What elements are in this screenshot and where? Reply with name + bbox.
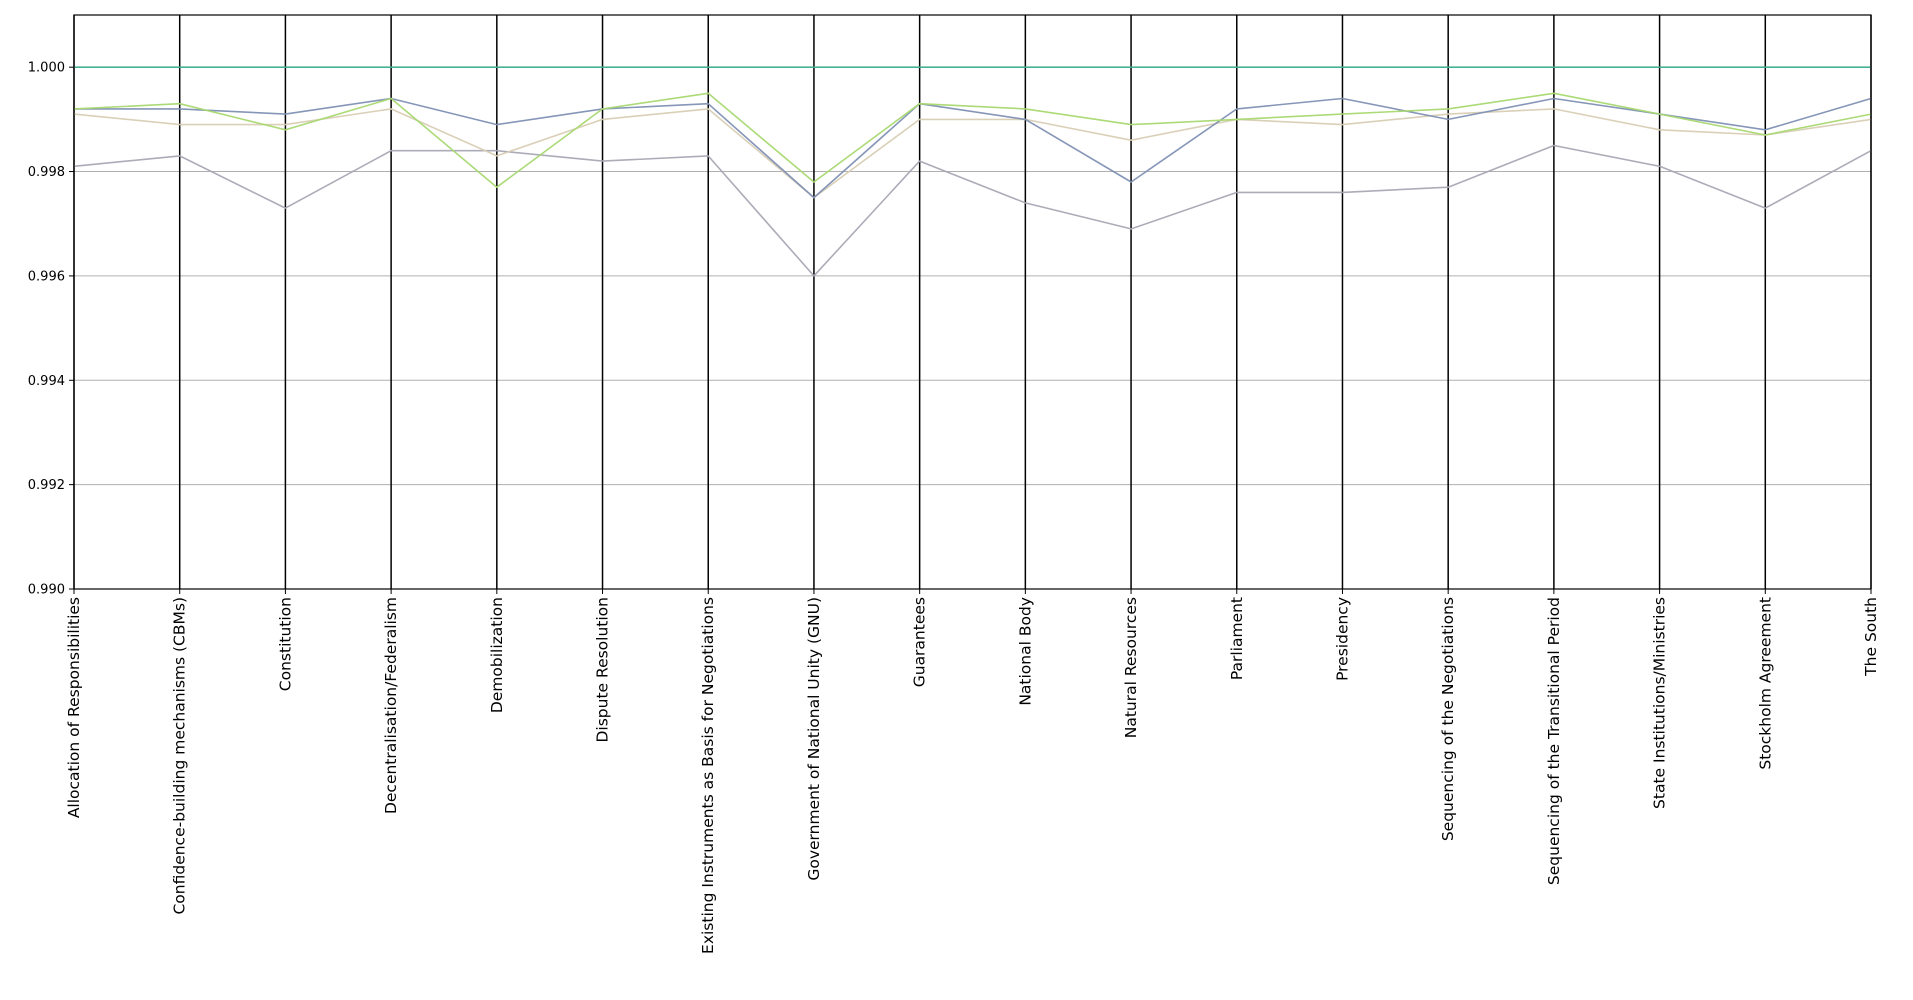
gridlines bbox=[74, 66, 1871, 590]
plot-frame bbox=[73, 14, 1872, 590]
x-tick-label: Existing Instruments as Basis for Negoti… bbox=[699, 597, 717, 954]
y-tick-label: 1.000 bbox=[28, 61, 65, 76]
y-tick-label: 0.994 bbox=[28, 374, 65, 389]
y-tick-label: 0.992 bbox=[28, 478, 65, 493]
x-tick-label: Presidency bbox=[1333, 597, 1351, 681]
y-tick-label: 0.996 bbox=[28, 269, 65, 284]
x-tick-label: Decentralisation/Federalism bbox=[382, 597, 400, 814]
category-axes bbox=[73, 15, 1872, 589]
x-tick-label: Sequencing of the Transitional Period bbox=[1545, 597, 1563, 885]
y-tick-label: 0.990 bbox=[28, 583, 65, 598]
x-tick-label: Dispute Resolution bbox=[594, 597, 612, 743]
x-tick-label: Confidence-building mechanisms (CBMs) bbox=[171, 597, 189, 915]
x-tick-label: Allocation of Responsibilities bbox=[65, 597, 83, 818]
x-tick-label: Government of National Unity (GNU) bbox=[805, 597, 823, 881]
y-axis-ticks: 0.990 0.992 0.994 0.996 0.998 1.000 bbox=[28, 61, 74, 598]
series-line-2 bbox=[73, 144, 1872, 277]
x-tick-label: Sequencing of the Negotiations bbox=[1439, 597, 1457, 841]
x-tick-label: Guarantees bbox=[911, 597, 929, 687]
x-axis-tick-labels: Allocation of Responsibilities Confidence… bbox=[65, 589, 1880, 954]
x-tick-label: Demobilization bbox=[488, 597, 506, 713]
x-tick-label: Stockholm Agreement bbox=[1756, 597, 1774, 770]
x-tick-label: State Institutions/Ministries bbox=[1651, 597, 1669, 809]
x-tick-label: The South bbox=[1862, 597, 1880, 677]
series-line-4 bbox=[74, 97, 1872, 199]
series-lines bbox=[73, 66, 1872, 277]
plot-border bbox=[73, 14, 1872, 590]
x-tick-label: Natural Resources bbox=[1122, 597, 1140, 738]
x-tick-label: National Body bbox=[1016, 597, 1034, 706]
series-line-5 bbox=[73, 92, 1872, 188]
series-line-3 bbox=[73, 108, 1872, 199]
y-tick-label: 0.998 bbox=[28, 165, 65, 180]
x-tick-label: Parliament bbox=[1228, 597, 1246, 680]
x-tick-label: Constitution bbox=[276, 597, 294, 691]
